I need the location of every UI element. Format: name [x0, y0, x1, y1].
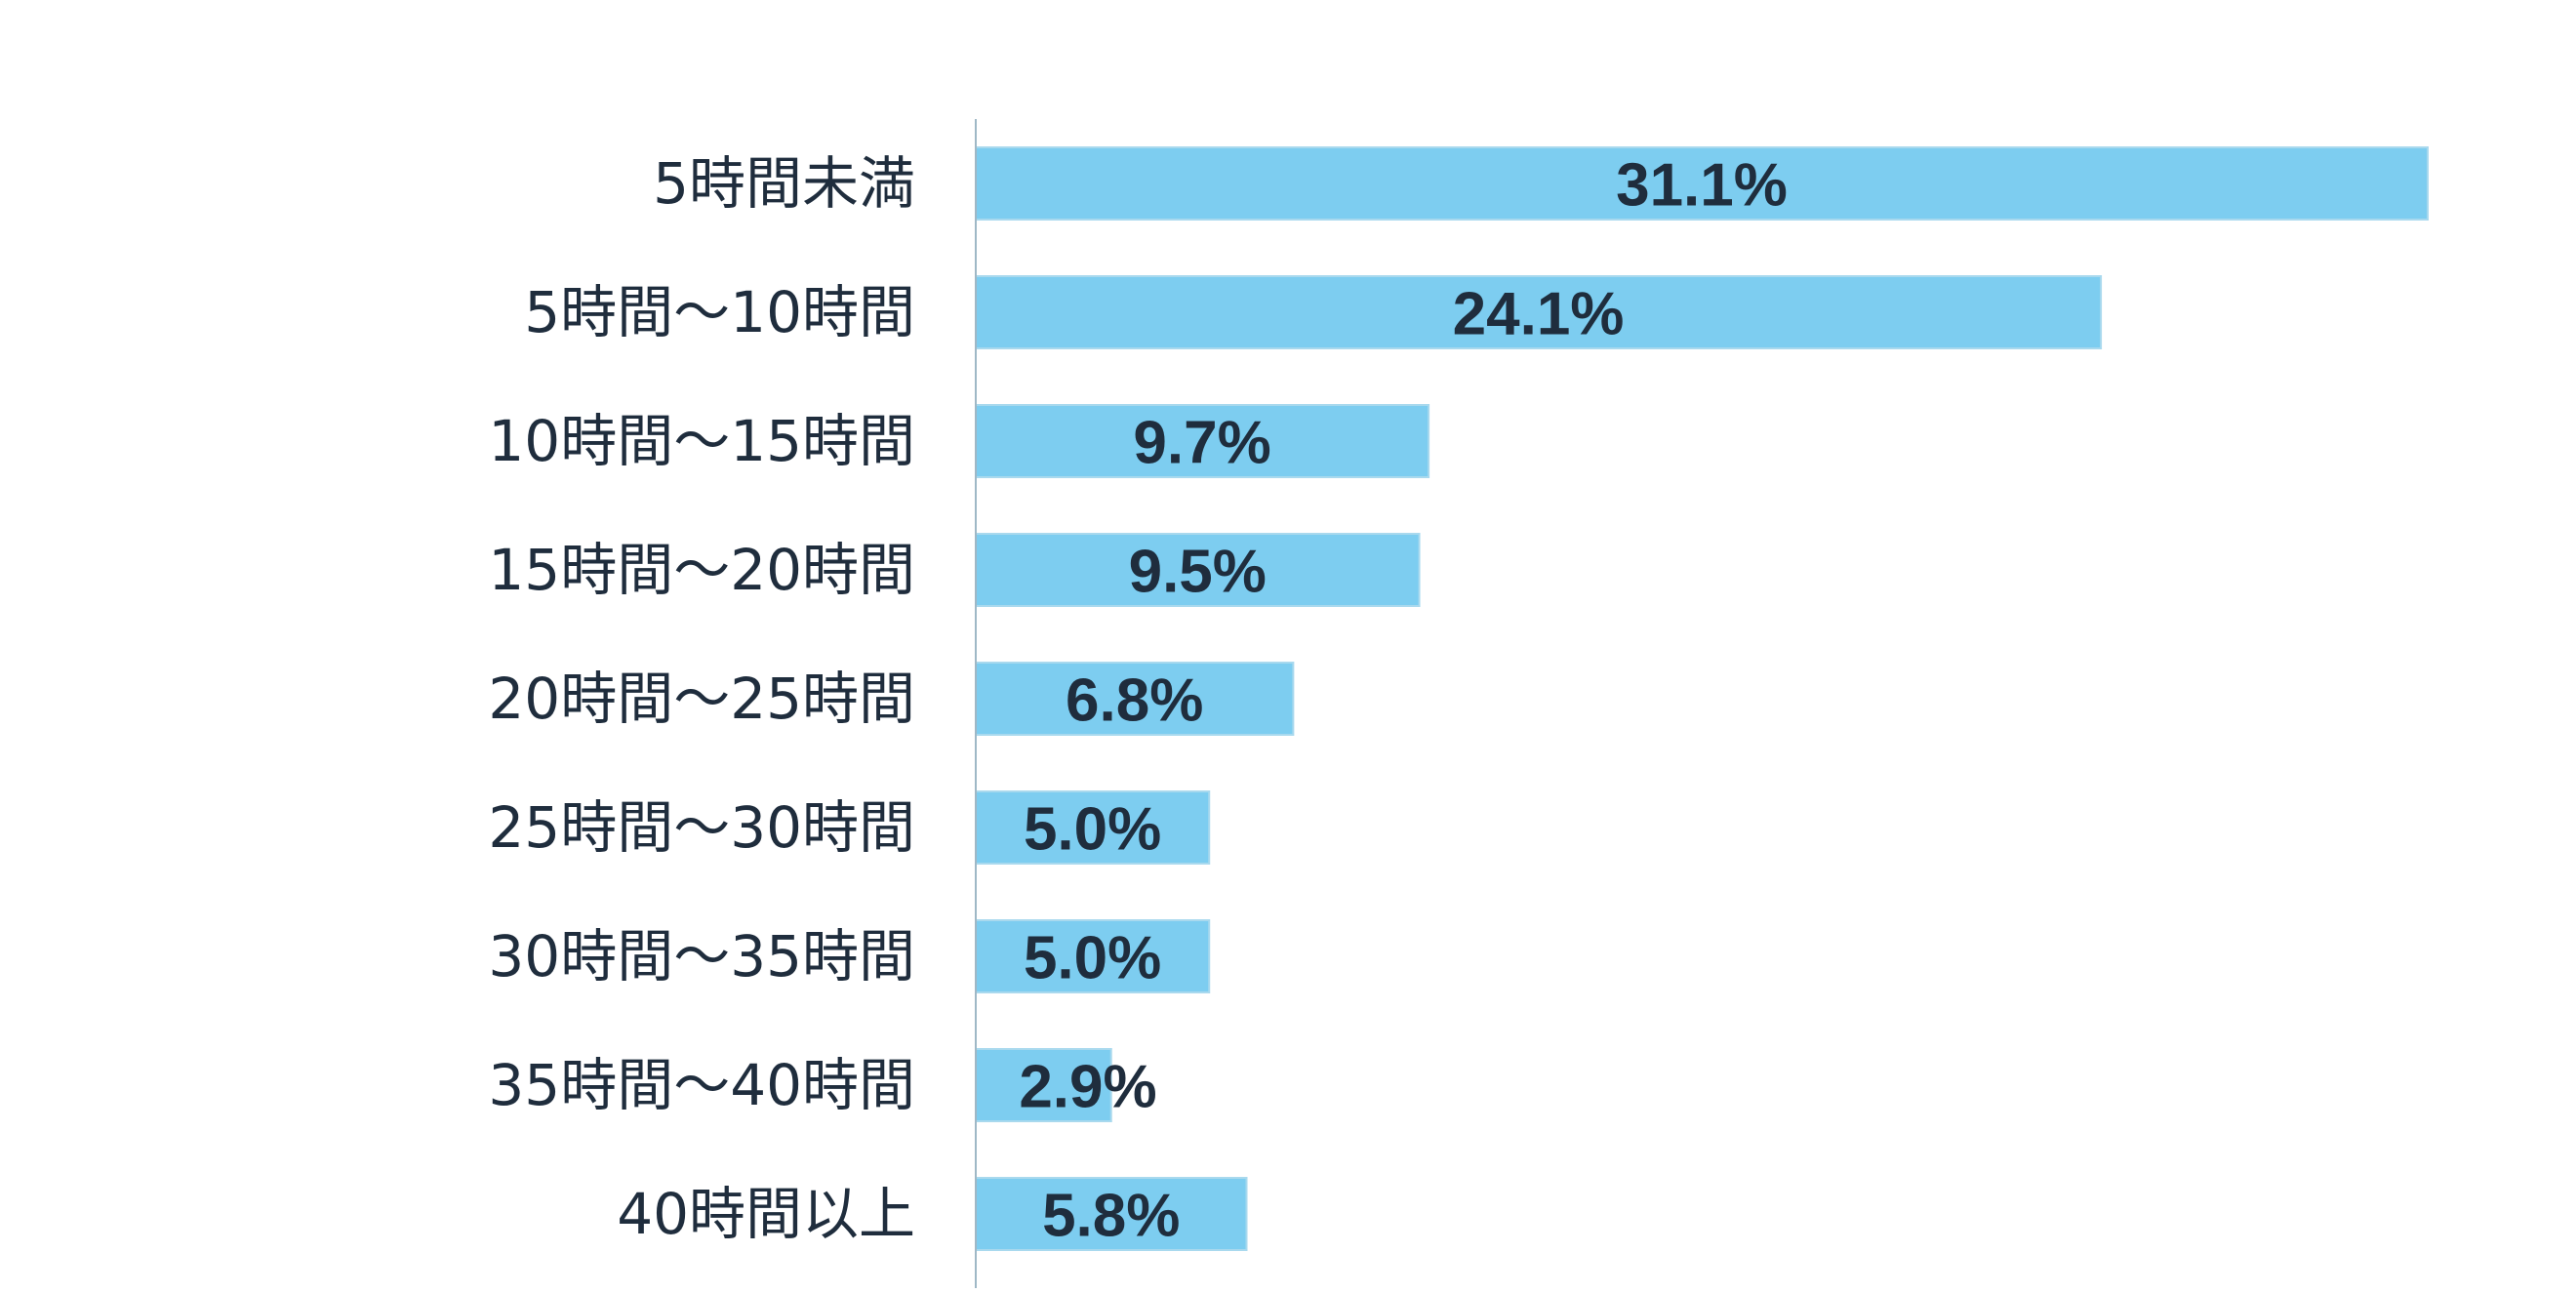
bars-layer [975, 146, 2429, 1251]
category-label: 40時間以上 [617, 1181, 915, 1247]
value-label: 2.9% [1019, 1054, 1156, 1121]
category-label: 5時間〜10時間 [524, 279, 915, 345]
category-labels: 5時間未満 5時間〜10時間 10時間〜15時間 15時間〜20時間 20時間〜25時間… [488, 150, 915, 1247]
value-label: 24.1% [1453, 281, 1625, 348]
category-label: 5時間未満 [653, 150, 915, 217]
bar [975, 919, 1211, 993]
value-label: 9.5% [1129, 539, 1267, 606]
value-labels: 31.1% 24.1% 9.7% 9.5% 6.8% 5.0% 5.0% 2.9% 5.8% [1019, 152, 1788, 1250]
value-label: 5.8% [1042, 1183, 1180, 1250]
value-label: 6.8% [1066, 667, 1203, 735]
bar [975, 146, 2429, 221]
bar [975, 662, 1295, 736]
category-label: 25時間〜30時間 [488, 794, 915, 861]
value-label: 5.0% [1024, 796, 1161, 864]
category-label: 30時間〜35時間 [488, 923, 915, 990]
bar [975, 275, 2103, 349]
value-label: 5.0% [1024, 925, 1161, 992]
category-label: 20時間〜25時間 [488, 666, 915, 732]
category-label: 15時間〜20時間 [488, 537, 915, 603]
category-label: 10時間〜15時間 [488, 408, 915, 474]
value-label: 9.7% [1133, 410, 1270, 477]
bar [975, 404, 1430, 478]
category-label: 35時間〜40時間 [488, 1052, 915, 1118]
bar [975, 533, 1421, 607]
value-label: 31.1% [1616, 152, 1788, 220]
